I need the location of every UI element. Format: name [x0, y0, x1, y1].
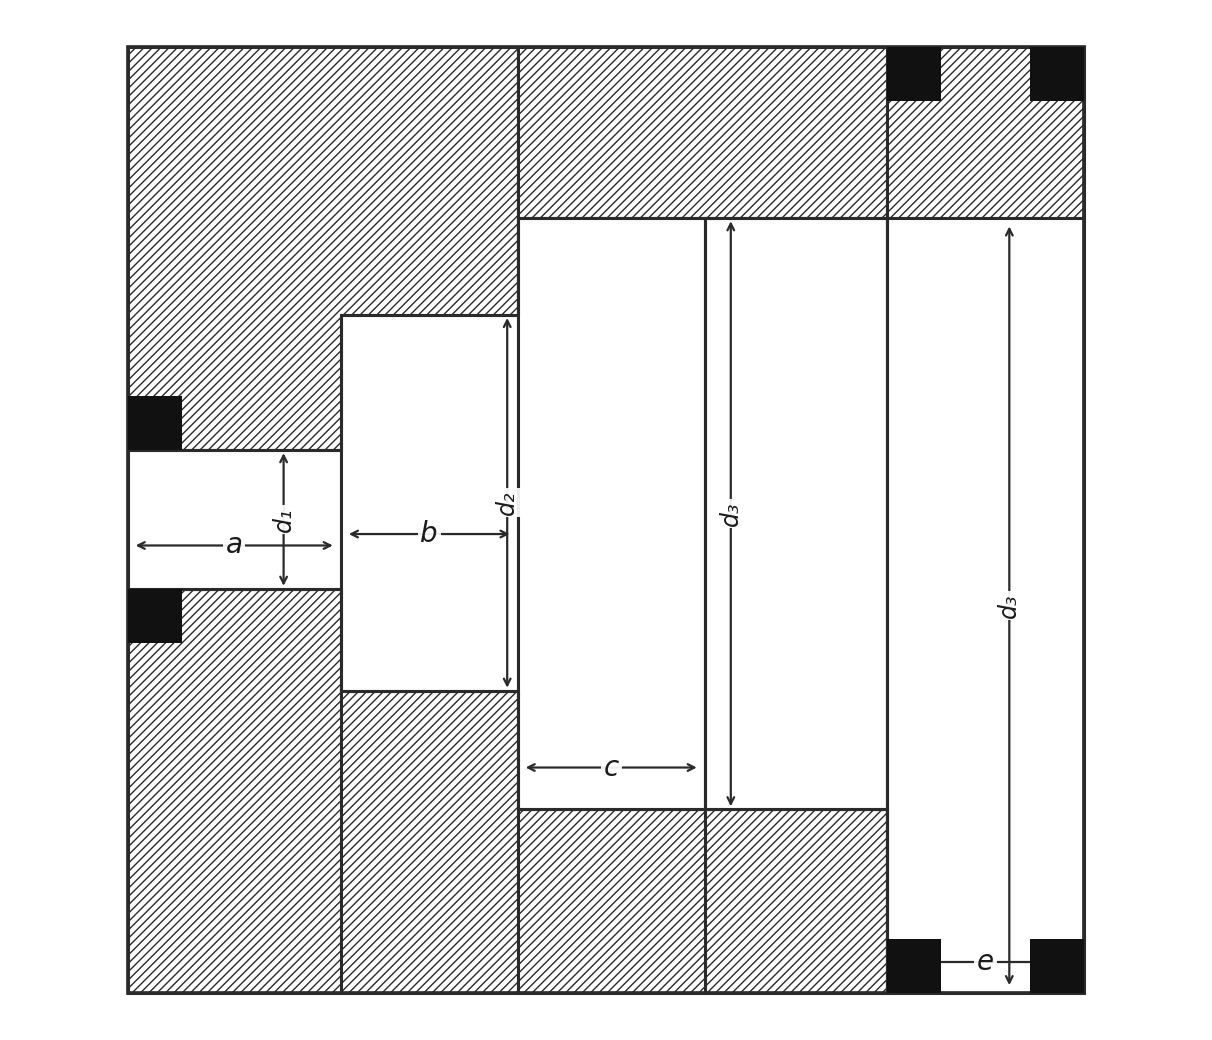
Bar: [705, 218, 887, 809]
Bar: [1030, 939, 1085, 993]
Bar: [127, 396, 182, 450]
Bar: [518, 47, 887, 315]
Text: d₃: d₃: [719, 501, 743, 526]
Bar: [705, 809, 887, 993]
Bar: [518, 218, 705, 809]
Bar: [887, 939, 941, 993]
Text: b: b: [421, 520, 438, 548]
Bar: [127, 450, 341, 589]
Bar: [887, 47, 941, 101]
Bar: [127, 589, 182, 643]
Text: c: c: [604, 754, 619, 781]
Text: a: a: [225, 531, 242, 560]
Bar: [887, 47, 1085, 218]
Bar: [518, 809, 705, 993]
Bar: [887, 218, 1085, 993]
Bar: [127, 47, 518, 450]
Bar: [518, 47, 887, 218]
Bar: [1030, 47, 1085, 101]
Bar: [341, 315, 518, 691]
Bar: [341, 691, 518, 993]
Text: d₃: d₃: [997, 594, 1022, 618]
Text: d₁: d₁: [271, 508, 296, 531]
Text: d₂: d₂: [496, 491, 519, 515]
Bar: [127, 589, 341, 993]
Text: e: e: [977, 948, 994, 976]
